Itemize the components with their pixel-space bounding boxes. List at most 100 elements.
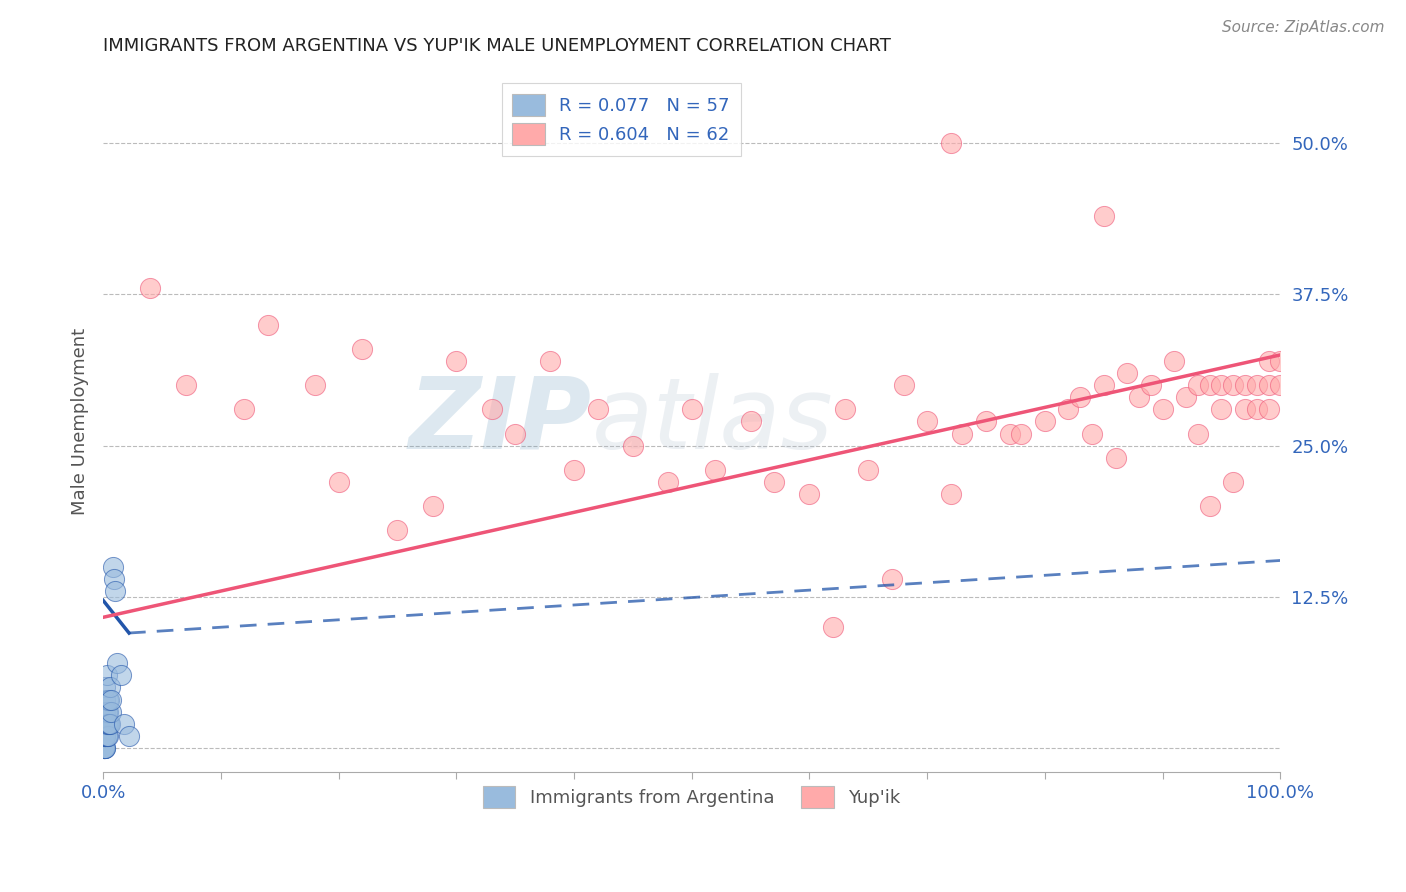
Point (540, 354, 562, 368)
Point (94, 740, 117, 755)
Point (94, 705, 117, 719)
Point (586, 402, 609, 417)
Point (1270, 354, 1292, 368)
Point (96, 668, 118, 682)
Point (1057, 402, 1080, 417)
Text: IMMIGRANTS FROM ARGENTINA VS YUP'IK MALE UNEMPLOYMENT CORRELATION CHART: IMMIGRANTS FROM ARGENTINA VS YUP'IK MALE… (103, 37, 891, 55)
Point (1163, 354, 1185, 368)
Point (1257, 378, 1279, 392)
Point (1187, 426, 1209, 441)
Point (93, 716, 115, 731)
Point (974, 414, 997, 428)
Text: ZIP: ZIP (409, 373, 592, 470)
Point (704, 463, 727, 477)
Point (1175, 390, 1198, 404)
Point (503, 426, 526, 441)
Point (96, 705, 118, 719)
Point (93, 729, 115, 743)
Point (1246, 402, 1268, 417)
Point (1257, 402, 1279, 417)
Point (96, 716, 118, 731)
Point (174, 378, 197, 392)
Point (1222, 475, 1244, 489)
Point (915, 414, 938, 428)
Point (93, 716, 115, 731)
Point (1211, 378, 1233, 392)
Point (98, 716, 121, 731)
Point (93, 729, 115, 743)
Point (740, 414, 762, 428)
Point (96, 705, 118, 719)
Point (1128, 390, 1150, 404)
Point (93, 716, 115, 731)
Point (387, 523, 409, 537)
Point (834, 402, 856, 417)
Point (1234, 402, 1257, 417)
Point (93, 716, 115, 731)
Point (1092, 378, 1115, 392)
Point (939, 487, 962, 501)
Text: Source: ZipAtlas.com: Source: ZipAtlas.com (1222, 20, 1385, 35)
Point (93, 716, 115, 731)
Point (93, 705, 115, 719)
Point (1257, 354, 1279, 368)
Point (112, 716, 135, 731)
Point (94, 716, 117, 731)
Point (1187, 378, 1209, 392)
Point (1198, 499, 1220, 513)
Point (94, 729, 117, 743)
Point (998, 426, 1021, 441)
Point (93, 716, 115, 731)
Point (94, 729, 117, 743)
Point (94, 740, 117, 755)
Y-axis label: Male Unemployment: Male Unemployment (72, 328, 89, 515)
Point (1152, 402, 1174, 417)
Point (893, 378, 915, 392)
Point (562, 463, 585, 477)
Point (257, 318, 280, 332)
Point (939, 136, 962, 151)
Point (1069, 390, 1091, 404)
Point (858, 463, 880, 477)
Point (96, 729, 118, 743)
Point (94, 716, 117, 731)
Point (1222, 378, 1244, 392)
Point (104, 583, 127, 598)
Point (1092, 209, 1115, 223)
Point (93, 716, 115, 731)
Point (96, 716, 118, 731)
Point (94, 729, 117, 743)
Point (657, 475, 679, 489)
Point (93, 729, 115, 743)
Point (1010, 426, 1032, 441)
Point (94, 716, 117, 731)
Point (93, 740, 115, 755)
Point (100, 705, 122, 719)
Point (94, 681, 117, 695)
Point (103, 572, 125, 586)
Point (96, 729, 118, 743)
Point (98, 681, 121, 695)
Point (98, 716, 121, 731)
Text: atlas: atlas (592, 373, 834, 470)
Point (94, 705, 117, 719)
Point (93, 716, 115, 731)
Point (763, 475, 786, 489)
Point (93, 729, 115, 743)
Point (1081, 426, 1104, 441)
Point (1033, 414, 1056, 428)
Point (101, 559, 124, 574)
Point (94, 716, 117, 731)
Point (1234, 378, 1257, 392)
Point (97, 716, 120, 731)
Point (352, 342, 374, 356)
Point (98, 692, 121, 706)
Point (93, 729, 115, 743)
Point (93, 740, 115, 755)
Point (422, 499, 444, 513)
Point (681, 402, 703, 417)
Point (110, 668, 132, 682)
Point (93, 740, 115, 755)
Point (97, 692, 120, 706)
Point (97, 705, 120, 719)
